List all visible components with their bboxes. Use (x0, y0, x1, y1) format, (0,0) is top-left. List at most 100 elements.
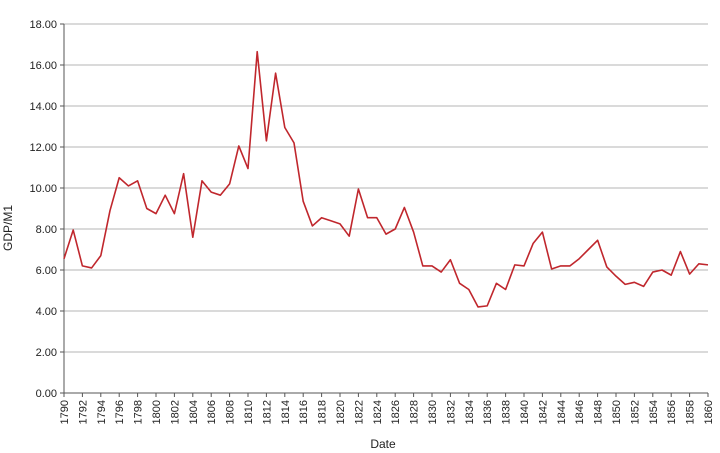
data-point (164, 194, 166, 196)
data-point (412, 231, 414, 233)
data-point (146, 207, 148, 209)
x-axis-title: Date (370, 437, 396, 451)
data-point (633, 281, 635, 283)
data-point (228, 183, 230, 185)
data-point (624, 283, 626, 285)
data-point (311, 225, 313, 227)
data-point (302, 200, 304, 202)
x-tick-label: 1842 (537, 400, 549, 424)
data-point (173, 212, 175, 214)
data-point (63, 258, 65, 260)
x-tick-label: 1806 (206, 400, 218, 424)
data-point (81, 265, 83, 267)
data-point (679, 250, 681, 252)
data-point (449, 259, 451, 261)
data-point (422, 265, 424, 267)
x-tick-label: 1798 (133, 400, 145, 424)
x-tick-label: 1816 (298, 400, 310, 424)
data-point (293, 142, 295, 144)
data-point (376, 217, 378, 219)
data-point (688, 273, 690, 275)
data-point (136, 180, 138, 182)
data-point (541, 231, 543, 233)
data-point (477, 306, 479, 308)
y-tick-label: 0.00 (36, 388, 57, 400)
y-tick-label: 12.00 (29, 142, 57, 154)
data-point (698, 263, 700, 265)
x-tick-label: 1828 (409, 400, 421, 424)
x-tick-label: 1824 (372, 400, 384, 424)
data-point (219, 194, 221, 196)
data-point (504, 288, 506, 290)
data-point (155, 212, 157, 214)
x-tick-label: 1852 (629, 400, 641, 424)
y-tick-label: 8.00 (36, 224, 57, 236)
x-tick-label: 1820 (335, 400, 347, 424)
data-point (550, 268, 552, 270)
series-layer (63, 50, 709, 308)
data-point (109, 209, 111, 211)
x-tick-label: 1826 (390, 400, 402, 424)
x-tick-label: 1830 (427, 400, 439, 424)
data-point (652, 271, 654, 273)
x-tick-label: 1822 (353, 400, 365, 424)
x-tick-label: 1848 (593, 400, 605, 424)
data-point (201, 180, 203, 182)
data-point (642, 285, 644, 287)
x-tick-label: 1808 (225, 400, 237, 424)
data-point (431, 265, 433, 267)
data-point (385, 233, 387, 235)
y-tick-label: 6.00 (36, 265, 57, 277)
data-point (90, 267, 92, 269)
data-point (587, 248, 589, 250)
x-tick-label: 1838 (501, 400, 513, 424)
data-point (118, 177, 120, 179)
x-tick-label: 1840 (519, 400, 531, 424)
data-point (210, 191, 212, 193)
x-tick-label: 1860 (703, 400, 715, 424)
x-tick-label: 1814 (280, 400, 292, 424)
data-point (256, 50, 258, 52)
data-point (569, 265, 571, 267)
y-tick-label: 2.00 (36, 347, 57, 359)
data-point (357, 188, 359, 190)
y-axis-title: GDP/M1 (1, 205, 15, 251)
data-point (348, 235, 350, 237)
data-point (320, 217, 322, 219)
data-point (458, 282, 460, 284)
x-tick-label: 1844 (556, 400, 568, 424)
x-tick-label: 1818 (317, 400, 329, 424)
x-tick-labels: 1790 1792 1794 1796 1798 1800 1802 1804 1806 1808… (59, 400, 715, 424)
data-point (532, 242, 534, 244)
data-point (127, 185, 129, 187)
data-point (560, 265, 562, 267)
data-point (100, 254, 102, 256)
data-point (274, 72, 276, 74)
data-point (366, 217, 368, 219)
series-line (63, 50, 709, 308)
x-tick-label: 1790 (59, 400, 71, 424)
data-point (192, 236, 194, 238)
x-tick-label: 1854 (648, 400, 660, 424)
data-point (403, 206, 405, 208)
data-point (661, 269, 663, 271)
data-point (440, 271, 442, 273)
data-point (468, 288, 470, 290)
y-tick-label: 4.00 (36, 306, 57, 318)
x-tick-label: 1856 (666, 400, 678, 424)
data-point (514, 264, 516, 266)
axes (60, 23, 709, 397)
y-tick-label: 18.00 (29, 19, 57, 31)
x-tick-label: 1810 (243, 400, 255, 424)
x-tick-label: 1796 (114, 400, 126, 424)
y-tick-labels: 0.00 2.00 4.00 6.00 8.00 10.00 12.00 14.00 16.00… (29, 19, 57, 400)
x-tick-label: 1832 (445, 400, 457, 424)
data-point (495, 282, 497, 284)
data-point (606, 266, 608, 268)
x-tick-label: 1850 (611, 400, 623, 424)
data-point (523, 265, 525, 267)
data-point (615, 275, 617, 277)
x-tick-label: 1858 (685, 400, 697, 424)
